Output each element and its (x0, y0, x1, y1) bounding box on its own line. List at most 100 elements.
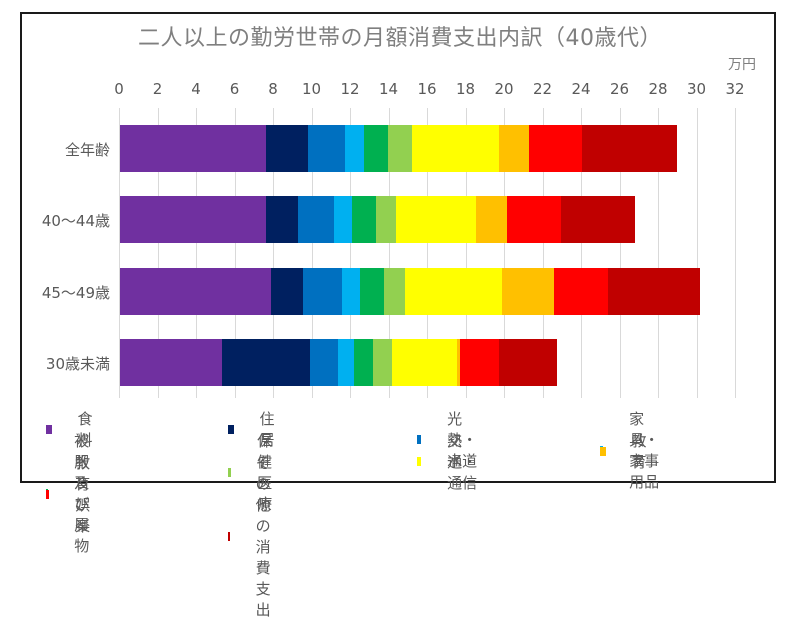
legend-label: 交通・通信 (447, 432, 478, 492)
x-tick-label: 12 (340, 80, 360, 98)
x-tick-label: 6 (229, 80, 240, 98)
x-tick-label: 18 (455, 80, 476, 98)
legend-swatch-icon (600, 446, 606, 456)
legend-label: 光熱・水道 (447, 410, 478, 470)
bar-segment (345, 125, 364, 172)
bar-segment (120, 196, 266, 243)
legend-swatch-icon (417, 457, 422, 466)
bar-segment (353, 339, 374, 386)
bar-segment (120, 125, 266, 172)
legend-item: 教育 (600, 430, 650, 472)
bar-segment (554, 268, 608, 315)
bar-segment (561, 196, 635, 243)
bar-segment (307, 125, 346, 172)
bar-segment (502, 268, 555, 315)
gridline (273, 108, 274, 398)
stacked-bar (120, 268, 701, 315)
legend-label: 家具・家事用品 (629, 410, 660, 491)
gridline (196, 108, 197, 398)
stacked-bar (120, 125, 678, 172)
bar-segment (459, 339, 500, 386)
gridline (234, 108, 236, 398)
bar-segment (352, 196, 376, 243)
x-tick-label: 14 (378, 80, 399, 98)
legend-item: 住居 (228, 408, 278, 450)
bar-segment (528, 125, 582, 172)
legend-item: 教育娯楽 (46, 452, 96, 536)
legend-swatch-icon (228, 467, 232, 477)
gridline (658, 108, 659, 398)
legend-item: 交通・通信 (417, 430, 482, 493)
bar-segment (363, 125, 388, 172)
gridline (581, 108, 582, 398)
gridline (542, 108, 544, 398)
legend-swatch-icon (417, 435, 422, 444)
legend-swatch-icon (228, 531, 230, 541)
gridline (735, 108, 736, 398)
x-tick-label: 32 (725, 80, 745, 98)
bar-segment (310, 339, 339, 386)
bar-segment (391, 339, 457, 386)
x-tick-label: 30 (686, 80, 707, 98)
bar-segment (338, 339, 354, 386)
gridline (696, 108, 698, 398)
bar-segment (506, 196, 562, 243)
bar-segment (297, 196, 334, 243)
bar-segment (383, 268, 406, 315)
bar-segment (302, 268, 343, 315)
bar-segment (270, 268, 303, 315)
legend-label: 住居 (259, 410, 275, 449)
gridline (350, 108, 351, 398)
bar-segment (376, 196, 397, 243)
x-tick-label: 8 (268, 80, 278, 98)
legend-item: 光熱・水道 (417, 408, 482, 471)
bar-segment (405, 268, 503, 315)
bar-segment (120, 268, 271, 315)
stacked-bar (120, 196, 635, 243)
legend-item: 食料 (46, 408, 96, 450)
stacked-bar (120, 339, 558, 386)
bar-segment (456, 339, 460, 386)
x-tick-label: 26 (609, 80, 630, 98)
bar-segment (265, 196, 298, 243)
bar-segment (265, 125, 308, 172)
gridline (388, 108, 390, 398)
legend-swatch-icon (46, 424, 52, 434)
bar-segment (373, 339, 392, 386)
gridline (619, 108, 621, 398)
category-label: 45〜49歳 (41, 284, 110, 302)
x-tick-label: 22 (532, 80, 553, 98)
bar-segment (581, 125, 678, 172)
bar-segment (222, 339, 311, 386)
bar-segment (360, 268, 384, 315)
x-tick-label: 28 (648, 80, 668, 98)
y-axis-line (119, 108, 120, 398)
chart-title: 二人以上の勤労世帯の月額消費支出内訳（40歳代） (138, 26, 662, 51)
axis-unit-label: 万円 (728, 57, 756, 73)
x-tick-label: 0 (114, 80, 124, 98)
x-tick-label: 10 (301, 80, 322, 98)
legend-label: 教育娯楽 (75, 454, 91, 535)
legend-swatch-icon (228, 424, 234, 434)
category-label: 30歳未満 (45, 355, 110, 373)
bar-segment (411, 125, 500, 172)
category-label: 40〜44歳 (41, 212, 110, 230)
bar-segment (396, 196, 477, 243)
legend-label: 教育 (631, 432, 647, 471)
x-tick-label: 2 (152, 80, 163, 98)
legend-label: 食料 (77, 410, 93, 449)
x-tick-label: 20 (494, 80, 514, 98)
gridline (465, 108, 467, 398)
chart-frame (20, 12, 776, 483)
legend-swatch-icon (46, 489, 50, 499)
bar-segment (607, 268, 701, 315)
x-tick-label: 24 (571, 80, 591, 98)
legend-label: その他の消費支出 (255, 454, 271, 619)
legend-item: その他の消費支出 (228, 452, 278, 620)
gridline (311, 108, 313, 398)
bar-segment (342, 268, 361, 315)
bar-segment (499, 339, 558, 386)
bar-segment (120, 339, 223, 386)
bar-segment (333, 196, 353, 243)
x-tick-label: 16 (417, 80, 437, 98)
